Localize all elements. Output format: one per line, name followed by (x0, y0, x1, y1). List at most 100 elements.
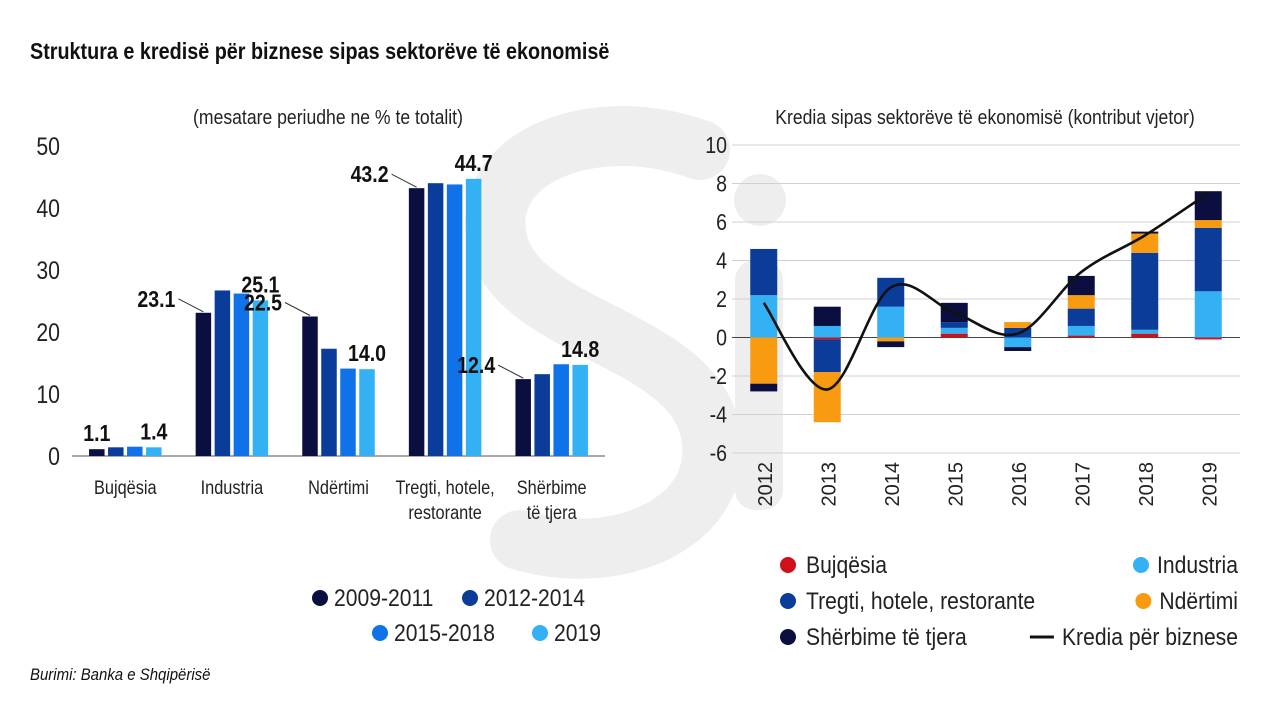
stack-Shërbime të tjera (813, 306, 841, 326)
right-y-tick-label: -6 (710, 441, 727, 467)
left-y-tick-label: 40 (36, 194, 60, 222)
left-y-tick-label: 20 (36, 318, 60, 346)
left-category-label: të tjera (527, 502, 577, 523)
stack-Industria (1194, 291, 1222, 338)
data-label: 44.7 (455, 150, 493, 176)
stack-Industria (1067, 325, 1095, 336)
data-label: 22.5 (244, 290, 282, 316)
left-y-tick-label: 30 (36, 256, 60, 284)
watermark-dot (734, 174, 786, 226)
stack-Bujqësia (1131, 333, 1159, 338)
year-label: 2013 (818, 462, 840, 507)
year-label: 2019 (1199, 462, 1221, 507)
stack-Tregti, hotele, restorante (1067, 308, 1095, 326)
stack-Shërbime të tjera (1194, 191, 1222, 221)
left-y-tick-label: 10 (36, 380, 60, 408)
stack-Shërbime të tjera (1131, 231, 1159, 234)
legend-label: 2015-2018 (394, 620, 495, 647)
left-chart: (mesatare periudhe ne % te totalit) 0 10 20… (36, 106, 605, 646)
left-category-label: Shërbime (517, 477, 587, 498)
stack-Bujqësia (1067, 335, 1095, 338)
stack-Tregti, hotele, restorante (1194, 227, 1222, 292)
data-label: 1.1 (83, 421, 110, 447)
stack-Shërbime të tjera (750, 383, 778, 392)
line-kredia-per-biznese (762, 192, 1209, 391)
stack-Industria (813, 325, 841, 338)
right-y-tick-label: 10 (705, 133, 727, 159)
stack-Tregti, hotele, restorante (877, 277, 905, 307)
stack-Tregti, hotele, restorante (1131, 252, 1159, 330)
data-label: 12.4 (457, 353, 495, 379)
right-y-tick-label: -2 (710, 364, 727, 390)
stack-Ndërtimi (1067, 295, 1095, 309)
bar-2012-2014 (108, 447, 124, 456)
watermark-curve (465, 106, 743, 579)
data-label-leader (497, 364, 524, 379)
data-label: 25.1 (241, 272, 279, 298)
bar-2012-2014 (534, 374, 550, 456)
legend-label: Ndërtimi (1159, 588, 1238, 615)
year-label: 2014 (882, 462, 904, 507)
bar-2009-2011 (302, 316, 318, 456)
year-label: 2012 (755, 462, 777, 507)
legend-label: 2009-2011 (334, 585, 433, 612)
stack-Industria (1004, 337, 1032, 348)
bar-2019 (465, 178, 482, 457)
right-y-tick-label: 2 (716, 287, 727, 313)
bar-2019 (359, 369, 375, 456)
stack-Bujqësia (940, 333, 968, 338)
data-label-leader (284, 302, 311, 316)
legend-label: Kredia për biznese (1062, 624, 1238, 651)
legend-marker (780, 557, 796, 573)
stack-Industria (750, 295, 778, 338)
bar-2009-2011 (89, 449, 105, 456)
stack-Shërbime të tjera (1004, 347, 1032, 351)
bar-2009-2011 (515, 379, 531, 456)
data-label: 14.8 (561, 336, 599, 362)
left-chart-subtitle: (mesatare periudhe ne % te totalit) (193, 106, 463, 128)
legend-label: Industria (1157, 552, 1238, 579)
legend-marker (1132, 557, 1149, 573)
legend-label: Bujqësia (806, 552, 887, 579)
bar-2012-2014 (321, 348, 337, 456)
legend-marker (532, 625, 548, 641)
right-y-tick-label: 8 (716, 171, 727, 197)
bar-2012-2014 (214, 290, 231, 456)
bar-2015-2018 (553, 364, 569, 456)
legend-marker (780, 629, 796, 645)
stack-Ndërtimi (1194, 220, 1222, 228)
stack-Ndërtimi (750, 337, 778, 384)
data-label-leader (178, 298, 204, 313)
left-category-label: Industria (201, 477, 264, 498)
bar-2015-2018 (446, 184, 463, 456)
right-chart-title: Kredia sipas sektorëve të ekonomisë (kon… (775, 106, 1194, 128)
bar-2015-2018 (233, 293, 250, 456)
stack-Shërbime të tjera (877, 341, 905, 348)
chart-title: Struktura e kredisë për biznese sipas se… (30, 38, 610, 64)
legend-label: 2019 (554, 620, 601, 647)
stack-Industria (1131, 329, 1159, 334)
stack-Bujqësia (1194, 337, 1222, 340)
left-y-tick-label: 50 (36, 132, 60, 160)
legend-marker (780, 593, 796, 609)
stack-Bujqësia (813, 337, 841, 340)
right-y-tick-label: 4 (716, 248, 727, 274)
legend-marker (462, 590, 478, 606)
stack-Ndërtimi (1004, 322, 1032, 328)
left-y-tick-label: 0 (48, 442, 60, 470)
right-chart: Kredia sipas sektorëve të ekonomisë (kon… (705, 106, 1240, 650)
left-category-label: Bujqësia (94, 477, 157, 498)
left-category-label: Tregti, hotele, (395, 477, 494, 498)
bar-2019 (252, 300, 269, 456)
year-label: 2017 (1072, 462, 1094, 507)
bar-2019 (572, 364, 588, 456)
legend-marker (372, 625, 388, 641)
stack-Tregti, hotele, restorante (750, 248, 778, 296)
source-note: Burimi: Banka e Shqipërisë (30, 665, 211, 684)
data-label: 1.4 (140, 419, 167, 445)
bar-2012-2014 (427, 183, 444, 456)
data-label: 23.1 (137, 286, 175, 312)
year-label: 2015 (945, 462, 967, 507)
year-label: 2018 (1136, 462, 1158, 507)
